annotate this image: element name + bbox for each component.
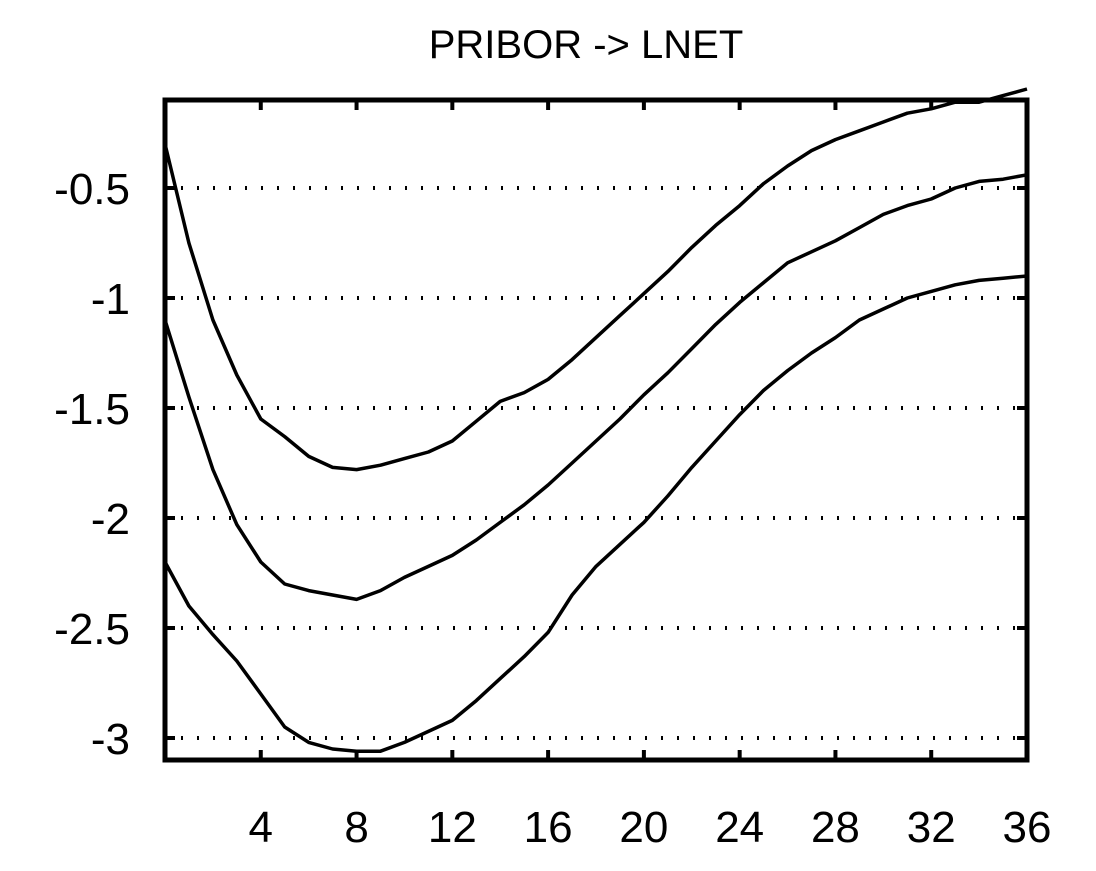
x-tick-label: 28 <box>811 803 860 852</box>
gridlines <box>165 186 1027 740</box>
series-lines <box>163 87 1028 753</box>
y-tick-label: -2 <box>91 495 130 544</box>
x-tick-labels: 4 8 12 16 20 24 28 32 36 <box>249 803 1052 852</box>
y-tick-label: -0.5 <box>54 165 130 214</box>
x-tick-label: 16 <box>524 803 573 852</box>
lower-band-line <box>163 274 1028 753</box>
upper-band-line <box>163 87 1028 472</box>
y-tick-label: -1.5 <box>54 385 130 434</box>
x-tick-label: 4 <box>249 803 273 852</box>
x-tick-label: 24 <box>715 803 764 852</box>
x-tick-label: 12 <box>428 803 477 852</box>
x-tick-label: 36 <box>1003 803 1052 852</box>
x-tick-label: 32 <box>907 803 956 852</box>
y-tick-labels: -0.5 -1 -1.5 -2 -2.5 -3 <box>54 165 130 764</box>
chart-title: PRIBOR -> LNET <box>429 23 744 67</box>
axis-ticks <box>165 100 1029 760</box>
y-tick-label: -3 <box>91 715 130 764</box>
y-tick-label: -2.5 <box>54 605 130 654</box>
impulse-response-line <box>163 173 1028 602</box>
y-tick-label: -1 <box>91 275 130 324</box>
plot-frame <box>162 97 1030 763</box>
x-tick-label: 20 <box>619 803 668 852</box>
x-tick-label: 8 <box>344 803 368 852</box>
